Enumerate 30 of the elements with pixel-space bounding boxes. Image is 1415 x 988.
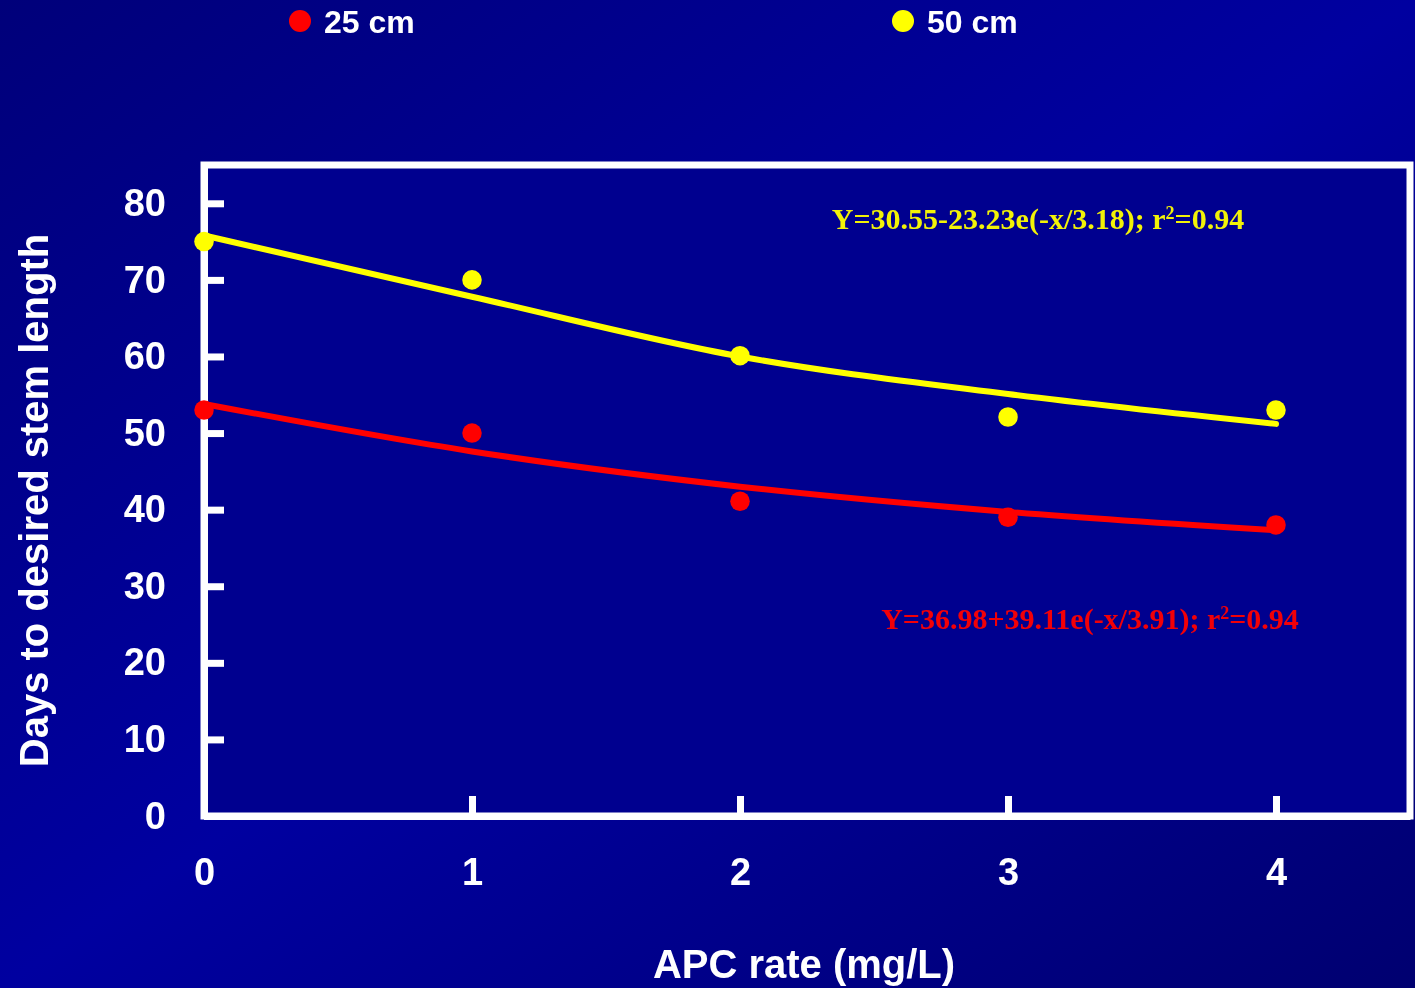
y-axis-title: Days to desired stem length — [12, 233, 56, 768]
legend-label: 50 cm — [927, 3, 1018, 40]
point — [730, 491, 750, 511]
point — [462, 270, 482, 290]
x-tick-label: 4 — [1265, 850, 1288, 893]
point — [730, 345, 750, 366]
point — [194, 400, 214, 420]
point — [1266, 400, 1286, 420]
annotation: Y=30.55-23.23e(-x/3.18); r$^{2}$=0.94 — [831, 201, 1245, 236]
x-tick-label: 3 — [997, 850, 1020, 893]
y-tick-label: 30 — [123, 564, 166, 607]
y-tick-label: 60 — [123, 335, 166, 378]
legend-label: 25 cm — [324, 3, 415, 40]
y-tick-label: 50 — [123, 411, 166, 454]
y-tick-label: 0 — [144, 794, 166, 837]
point — [194, 231, 214, 252]
y-tick-label: 20 — [123, 641, 166, 684]
y-tick-label: 40 — [123, 488, 166, 531]
x-axis-title: APC rate (mg/L) — [652, 942, 956, 986]
y-tick-label: 80 — [123, 181, 166, 224]
x-tick-label: 2 — [729, 850, 752, 893]
x-tick-label: 1 — [461, 850, 484, 893]
x-tick-label: 0 — [193, 850, 216, 893]
point — [998, 407, 1018, 427]
y-tick-label: 70 — [123, 258, 166, 301]
y-tick-label: 10 — [123, 718, 166, 761]
point — [462, 423, 482, 443]
point — [998, 507, 1018, 528]
annotation: Y=36.98+39.11e(-x/3.91); r$^{2}$=0.94 — [881, 601, 1299, 636]
point — [1266, 515, 1286, 535]
